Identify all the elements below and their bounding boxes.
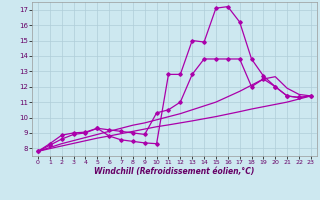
X-axis label: Windchill (Refroidissement éolien,°C): Windchill (Refroidissement éolien,°C) [94,167,255,176]
